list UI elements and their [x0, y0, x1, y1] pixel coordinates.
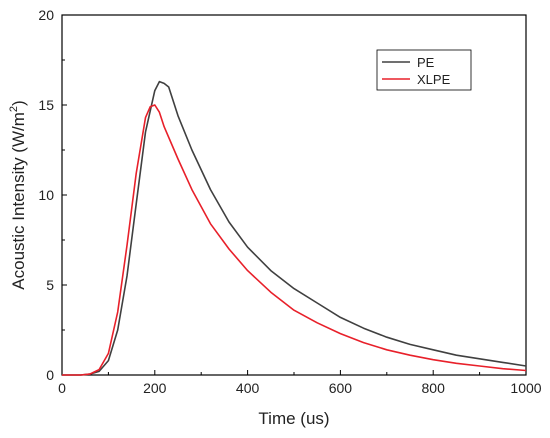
- legend: PE XLPE: [376, 49, 472, 91]
- y-tick-label: 20: [38, 7, 54, 23]
- x-axis-title: Time (us): [258, 409, 329, 428]
- x-tick-label: 200: [143, 380, 167, 396]
- series-lines: [62, 80, 527, 376]
- y-tick-label: 10: [38, 187, 54, 203]
- x-tick-label: 0: [58, 380, 66, 396]
- x-tick-label: 1000: [510, 380, 541, 396]
- x-tick-label: 800: [422, 380, 446, 396]
- legend-label-xlpe: XLPE: [417, 72, 451, 87]
- y-axis-title: Acoustic Intensity (W/m2): [8, 100, 28, 289]
- y-axis-title-sup: 2: [8, 106, 20, 112]
- axis-ticks: 0 200 400 600 800 1000 0 5 10 15 20: [38, 7, 541, 396]
- y-tick-label: 15: [38, 97, 54, 113]
- x-tick-label: 400: [236, 380, 260, 396]
- legend-box: [376, 49, 472, 91]
- legend-label-pe: PE: [417, 55, 435, 70]
- y-tick-label: 0: [46, 367, 54, 383]
- y-axis-title-end: ): [9, 100, 28, 106]
- series-line-xlpe: [62, 104, 527, 376]
- y-axis-title-main: Acoustic Intensity (W/m: [9, 112, 28, 290]
- series-line-pe: [62, 80, 527, 376]
- x-tick-label: 600: [329, 380, 353, 396]
- y-tick-label: 5: [46, 277, 54, 293]
